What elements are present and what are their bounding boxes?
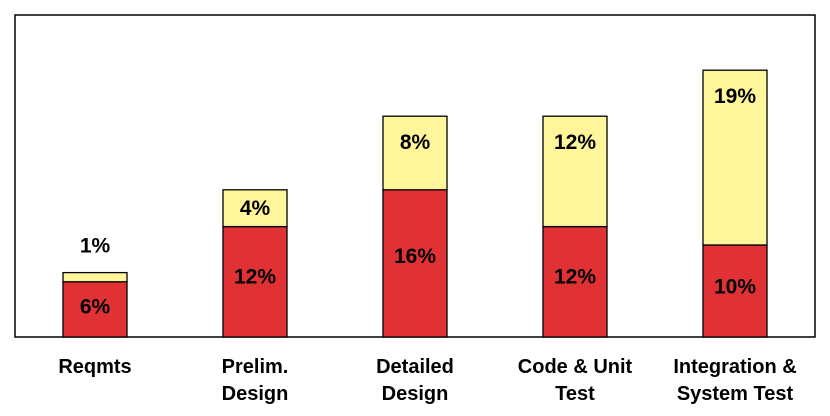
bar-value-label-red-2: 16% — [394, 245, 436, 268]
category-label-4-line-0: Integration & — [673, 356, 796, 378]
bar-segment-red-3 — [542, 225, 608, 338]
bar-segment-yellow-4 — [702, 69, 768, 246]
bar-value-label-yellow-1: 4% — [240, 197, 271, 220]
bar-value-label-yellow-2: 8% — [400, 131, 431, 154]
bar-segment-yellow-0 — [62, 271, 128, 283]
category-label-1-line-0: Prelim. — [222, 356, 289, 378]
bar-segment-red-4 — [702, 244, 768, 338]
bar-value-label-yellow-4: 19% — [714, 85, 756, 108]
bar-value-label-red-3: 12% — [554, 265, 596, 288]
bar-segment-yellow-3 — [542, 115, 608, 228]
category-labels-group: Reqmts Prelim. Design Detailed Design Code & … — [58, 356, 796, 405]
category-label-0-line-0: Reqmts — [58, 356, 131, 378]
bar-segment-red-0 — [62, 281, 128, 338]
bar-segment-red-1 — [222, 225, 288, 338]
bar-value-label-red-1: 12% — [234, 265, 276, 288]
bar-value-label-yellow-0: 1% — [80, 235, 111, 258]
category-label-4-line-1: System Test — [677, 383, 794, 405]
category-label-3-line-1: Test — [555, 383, 595, 405]
bars-group — [62, 69, 768, 338]
category-label-3-line-0: Code & Unit — [518, 356, 633, 378]
category-label-1-line-1: Design — [222, 383, 289, 405]
bar-segment-yellow-2 — [382, 115, 448, 191]
category-label-2-line-0: Detailed — [376, 356, 454, 378]
bar-value-label-yellow-3: 12% — [554, 131, 596, 154]
bar-labels-group: 6% 1% 12% 4% 16% 8% 12% 12% 10% 19% — [80, 85, 757, 318]
bar-value-label-red-0: 6% — [80, 296, 111, 319]
bar-segment-yellow-1 — [222, 189, 288, 228]
bar-value-label-red-4: 10% — [714, 275, 756, 298]
category-label-2-line-1: Design — [382, 383, 449, 405]
